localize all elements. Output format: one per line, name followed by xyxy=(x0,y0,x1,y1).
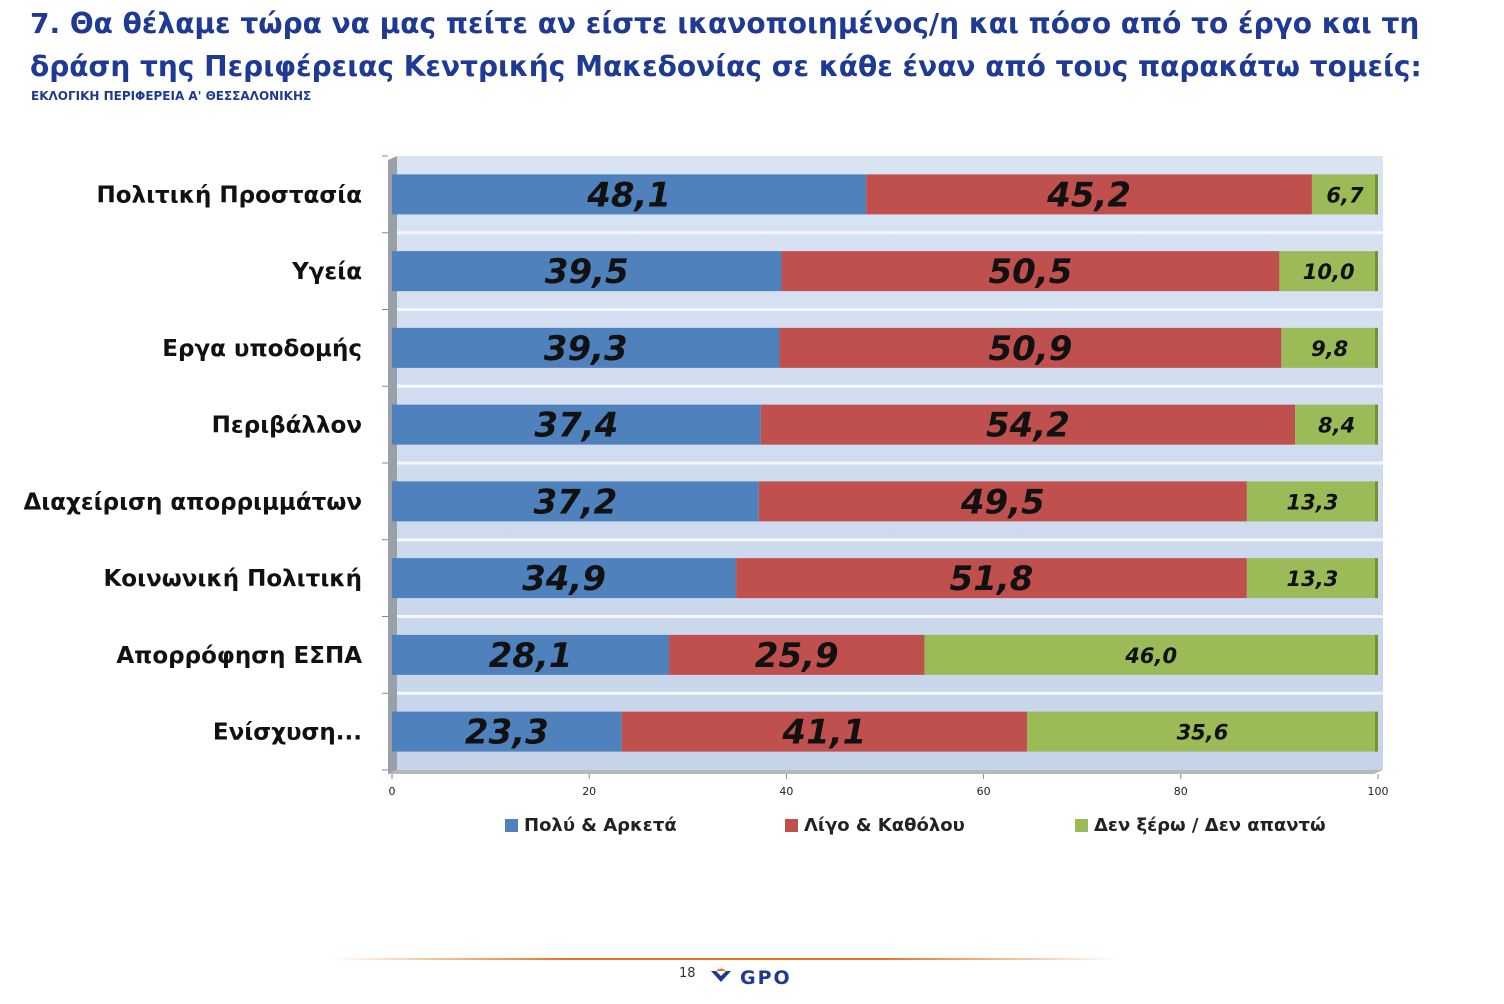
data-label: 49,5 xyxy=(960,482,1045,522)
category-label: Πολιτική Προστασία xyxy=(96,182,362,208)
bar-edge xyxy=(1375,481,1378,522)
data-label: 46,0 xyxy=(1124,644,1177,668)
bar-segment xyxy=(779,327,1282,368)
footer-divider xyxy=(330,958,1120,960)
logo-text: GPO xyxy=(740,967,792,989)
category-label: Περιβάλλον xyxy=(212,413,362,439)
bar-segment xyxy=(392,174,867,215)
bar-segment xyxy=(781,251,1280,292)
data-label: 37,4 xyxy=(534,406,618,446)
data-label: 10,0 xyxy=(1303,260,1355,284)
bar-segment xyxy=(1246,558,1378,599)
legend-label: Δεν ξέρω / Δεν απαντώ xyxy=(1094,815,1326,836)
data-label: 28,1 xyxy=(489,636,573,676)
data-label: 23,3 xyxy=(465,713,549,753)
bar-edge xyxy=(1375,251,1378,292)
bar-segment xyxy=(392,481,759,522)
chart-legend: Πολύ & Αρκετά Λίγο & Καθόλου Δεν ξέρω / Δε… xyxy=(0,815,1504,841)
plot-side-wall xyxy=(388,156,397,774)
bar-segment xyxy=(392,558,737,599)
x-tick-label: 80 xyxy=(1174,785,1188,798)
bar-edge xyxy=(1375,174,1378,215)
category-label: Εργα υποδομής xyxy=(162,336,362,362)
category-label: Κοινωνική Πολιτική xyxy=(103,566,362,592)
category-label: Διαχείριση απορριμμάτων xyxy=(23,489,362,515)
bar-segment xyxy=(392,251,782,292)
bar-segment xyxy=(758,481,1247,522)
bar-edge xyxy=(1375,558,1378,599)
data-label: 13,3 xyxy=(1287,490,1339,514)
data-label: 9,8 xyxy=(1311,337,1348,361)
data-label: 50,5 xyxy=(988,252,1072,292)
category-label: Απορρόφηση ΕΣΠΑ xyxy=(116,643,362,669)
data-label: 8,4 xyxy=(1318,414,1355,438)
bar-segment xyxy=(1279,251,1378,292)
bar-edge xyxy=(1375,404,1378,445)
x-tick-label: 100 xyxy=(1368,785,1389,798)
data-label: 50,9 xyxy=(988,329,1072,369)
legend-label: Λίγο & Καθόλου xyxy=(804,815,965,836)
x-tick-label: 0 xyxy=(389,785,396,798)
legend-item: Δεν ξέρω / Δεν απαντώ xyxy=(1075,815,1326,836)
bar-segment xyxy=(1295,404,1378,445)
data-label: 35,6 xyxy=(1177,721,1229,745)
bar-segment xyxy=(1026,711,1378,752)
chart-subtitle: ΕΚΛΟΓΙΚΗ ΠΕΡΙΦΕΡΕΙΑ Α' ΘΕΣΣΑΛΟΝΙΚΗΣ xyxy=(31,89,312,103)
data-label: 45,2 xyxy=(1046,175,1131,215)
gpo-logo: GPO xyxy=(711,967,792,989)
legend-swatch xyxy=(1075,819,1088,832)
legend-item: Λίγο & Καθόλου xyxy=(785,815,965,836)
bar-segment xyxy=(669,634,925,675)
bar-segment xyxy=(736,558,1247,599)
x-tick-label: 40 xyxy=(779,785,793,798)
legend-swatch xyxy=(505,819,518,832)
data-label: 13,3 xyxy=(1287,567,1339,591)
legend-swatch xyxy=(785,819,798,832)
bar-segment xyxy=(621,711,1027,752)
bar-edge xyxy=(1375,327,1378,368)
bar-segment xyxy=(1246,481,1378,522)
x-tick-label: 60 xyxy=(977,785,991,798)
bar-segment xyxy=(924,634,1378,675)
bar-segment xyxy=(392,711,622,752)
page-number: 18 xyxy=(679,966,696,981)
category-label: Υγεία xyxy=(291,259,362,285)
bar-segment xyxy=(866,174,1312,215)
data-label: 25,9 xyxy=(755,636,839,676)
data-label: 34,9 xyxy=(522,559,606,599)
x-tick-label: 20 xyxy=(582,785,596,798)
bar-segment xyxy=(1281,327,1378,368)
legend-item: Πολύ & Αρκετά xyxy=(505,815,677,836)
data-label: 48,1 xyxy=(586,175,671,215)
legend-label: Πολύ & Αρκετά xyxy=(524,815,677,836)
plot-floor xyxy=(388,770,1383,774)
data-label: 54,2 xyxy=(986,406,1070,446)
data-label: 39,5 xyxy=(545,252,629,292)
bar-segment xyxy=(760,404,1296,445)
bar-segment xyxy=(392,327,780,368)
chart-title: 7. Θα θέλαμε τώρα να μας πείτε αν είστε … xyxy=(30,7,1422,83)
data-label: 51,8 xyxy=(950,559,1034,599)
data-label: 6,7 xyxy=(1326,183,1364,207)
bar-edge xyxy=(1375,634,1378,675)
bar-segment xyxy=(392,404,761,445)
data-label: 41,1 xyxy=(781,713,866,753)
bar-segment xyxy=(1311,174,1378,215)
category-label: Ενίσχυση... xyxy=(213,720,362,746)
data-label: 37,2 xyxy=(533,482,617,522)
bar-edge xyxy=(1375,711,1378,752)
bar-segment xyxy=(392,634,670,675)
data-label: 39,3 xyxy=(544,329,628,369)
